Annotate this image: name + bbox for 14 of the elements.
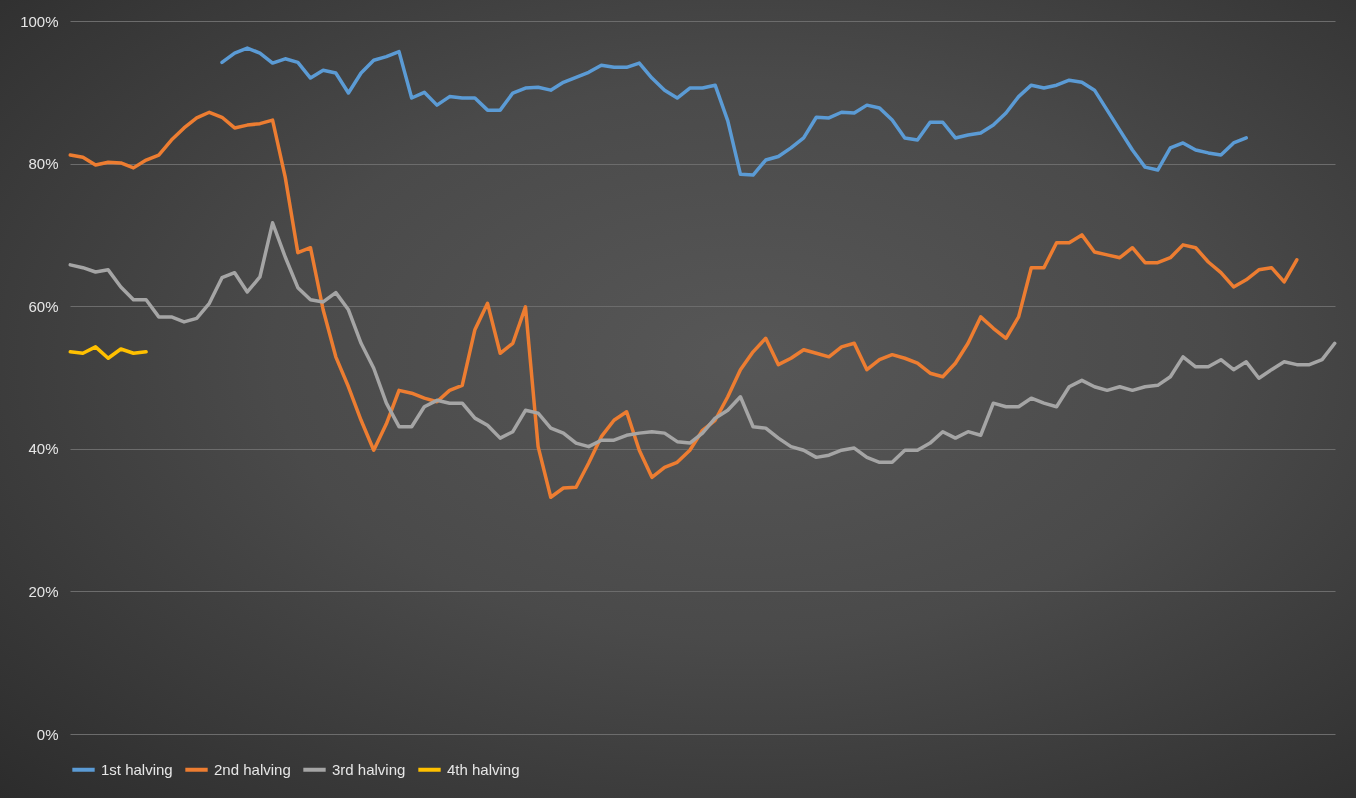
y-tick-label: 100% [20,12,59,30]
line-series [68,110,1299,500]
line-series [220,46,1248,177]
legend-label: 3rd halving [332,760,406,778]
legend-label: 4th halving [447,760,520,778]
y-tick-label: 80% [28,155,59,173]
line-series [68,345,148,360]
legend-label: 2nd halving [214,760,291,778]
legend-label: 1st halving [101,760,173,778]
y-tick-label: 20% [28,582,59,600]
line-series [68,221,1337,465]
y-tick-label: 0% [36,725,59,743]
y-tick-label: 60% [28,297,59,315]
y-tick-label: 40% [28,440,59,458]
